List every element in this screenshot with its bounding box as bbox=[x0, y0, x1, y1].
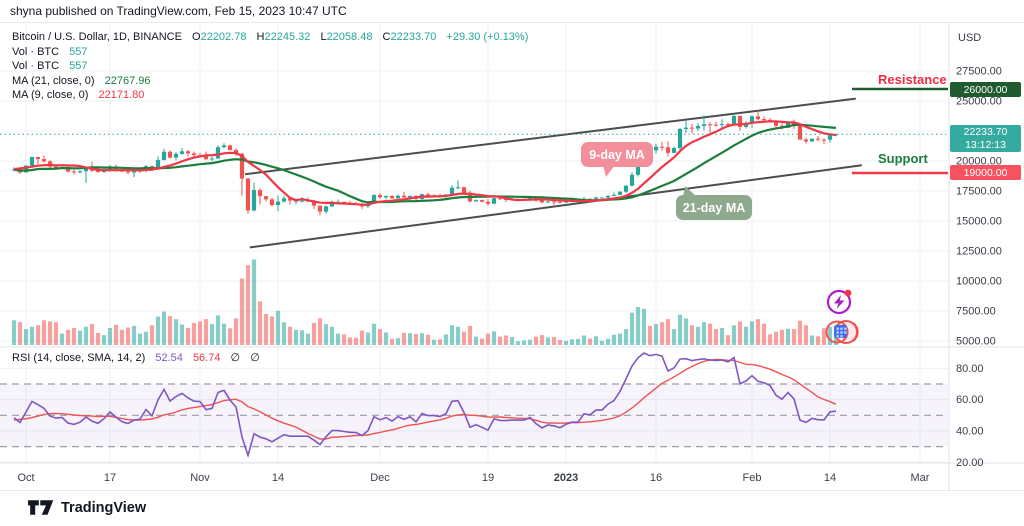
price-tick-label: 12500.00 bbox=[956, 246, 1002, 258]
ma9-label: MA (9, close, 0) bbox=[12, 89, 89, 101]
time-tick-label: Nov bbox=[190, 472, 210, 484]
ma-9-line[interactable] bbox=[13, 120, 837, 206]
price-tick-label: 20000.00 bbox=[956, 156, 1002, 168]
time-tick-label: Mar bbox=[911, 472, 930, 484]
ma21-label: MA (21, close, 0) bbox=[12, 74, 95, 87]
bar-countdown: 13:12:13 bbox=[965, 138, 1006, 151]
rsi-tick-label: 80.00 bbox=[956, 363, 984, 375]
symbol-row[interactable]: Bitcoin / U.S. Dollar, 1D, BINANCE O2220… bbox=[12, 30, 528, 45]
low-value: 22058.48 bbox=[326, 31, 373, 43]
close-value: 22233.70 bbox=[390, 31, 437, 43]
time-tick-label: 19 bbox=[482, 472, 494, 484]
support-price-badge: 19000.00 bbox=[950, 165, 1021, 180]
rsi-value: 52.54 bbox=[155, 352, 183, 364]
time-tick-label: Oct bbox=[17, 472, 34, 484]
time-tick-label: 16 bbox=[650, 472, 662, 484]
rsi-empty-symbol: ∅ bbox=[230, 352, 241, 364]
time-tick-label: 17 bbox=[104, 472, 116, 484]
resistance-label[interactable]: Resistance bbox=[878, 72, 947, 87]
rsi-tick-label: 60.00 bbox=[956, 394, 984, 406]
price-tick-label: 27500.00 bbox=[956, 66, 1002, 78]
channel-lower-line bbox=[249, 164, 862, 249]
high-label: H bbox=[256, 31, 265, 43]
attribution-text: shyna published on TradingView.com, Feb … bbox=[10, 4, 347, 18]
time-tick-label: 2023 bbox=[554, 472, 578, 484]
currency-label: USD bbox=[958, 32, 982, 44]
tradingview-logo-icon bbox=[28, 500, 54, 515]
volume-row-2[interactable]: Vol · BTC 557 bbox=[12, 59, 528, 74]
volume-label: Vol · BTC bbox=[12, 60, 60, 72]
rsi-ma-line[interactable] bbox=[13, 358, 837, 440]
ma21-value: 22767.96 bbox=[104, 74, 151, 87]
rsi-tick-label: 40.00 bbox=[956, 425, 984, 437]
ma9-row[interactable]: MA (9, close, 0) 22171.80 bbox=[12, 88, 528, 103]
ma21-callout[interactable]: 21-day MA bbox=[676, 186, 752, 220]
chart-stickers[interactable] bbox=[824, 288, 864, 346]
volume-row-1[interactable]: Vol · BTC 557 bbox=[12, 45, 528, 60]
price-tick-label: 25000.00 bbox=[956, 96, 1002, 108]
time-tick-label: 14 bbox=[272, 472, 284, 484]
open-label: O bbox=[192, 31, 201, 43]
volume-label: Vol · BTC bbox=[12, 45, 60, 58]
symbol-title: Bitcoin / U.S. Dollar, 1D, BINANCE bbox=[12, 31, 182, 43]
ma21-row[interactable]: MA (21, close, 0) 22767.96 bbox=[12, 74, 528, 89]
chart-stack-icon[interactable] bbox=[825, 320, 859, 344]
pane-separators bbox=[0, 22, 1024, 490]
ma-21-line[interactable] bbox=[13, 123, 837, 204]
time-tick-label: Dec bbox=[370, 472, 390, 484]
current-price-value: 22233.70 bbox=[963, 126, 1008, 138]
volume-value: 557 bbox=[69, 45, 88, 58]
channel-upper-line bbox=[244, 97, 856, 176]
change-value: +29.30 (+0.13%) bbox=[446, 31, 529, 43]
time-tick-label: Feb bbox=[743, 472, 762, 484]
lightning-icon[interactable] bbox=[826, 289, 852, 315]
support-label[interactable]: Support bbox=[878, 151, 928, 166]
trend-channel[interactable] bbox=[244, 97, 862, 249]
time-tick-label: 14 bbox=[824, 472, 836, 484]
rsi-tick-label: 20.00 bbox=[956, 457, 984, 469]
price-tick-label: 7500.00 bbox=[956, 306, 996, 318]
footer-divider bbox=[0, 490, 1024, 491]
rsi-legend[interactable]: RSI (14, close, SMA, 14, 2) 52.54 56.74 … bbox=[12, 351, 260, 364]
price-tick-label: 15000.00 bbox=[956, 216, 1002, 228]
low-label: L bbox=[320, 31, 327, 43]
rsi-empty-symbol: ∅ bbox=[250, 352, 260, 364]
price-tick-label: 17500.00 bbox=[956, 186, 1002, 198]
price-axis[interactable]: 27500.00 25000.00 20000.00 17500.00 15000.00… bbox=[956, 66, 1002, 469]
top-divider bbox=[0, 22, 1024, 23]
price-tick-label: 5000.00 bbox=[956, 336, 996, 348]
high-value: 22245.32 bbox=[264, 31, 311, 43]
rsi-line[interactable] bbox=[13, 352, 837, 459]
current-price-badge: 22233.70 13:12:13 bbox=[950, 125, 1021, 152]
time-axis[interactable]: Oct 17 Nov 14 Dec 19 2023 16 Feb 14 Mar bbox=[17, 472, 929, 484]
ma9-value: 22171.80 bbox=[98, 89, 145, 101]
main-legend[interactable]: Bitcoin / U.S. Dollar, 1D, BINANCE O2220… bbox=[12, 30, 528, 103]
open-value: 22202.78 bbox=[200, 31, 247, 43]
rsi-label: RSI (14, close, SMA, 14, 2) bbox=[12, 352, 146, 364]
volume-series bbox=[11, 259, 839, 345]
resistance-price-badge: 26000.00 bbox=[950, 82, 1021, 97]
ma9-callout[interactable]: 9-day MA bbox=[581, 142, 653, 177]
volume-value: 557 bbox=[69, 60, 88, 72]
price-tick-label: 10000.00 bbox=[956, 276, 1002, 288]
tradingview-logo[interactable]: TradingView bbox=[28, 499, 146, 516]
rsi-ma-value: 56.74 bbox=[192, 352, 221, 364]
tradingview-logo-text: TradingView bbox=[61, 499, 147, 516]
close-label: C bbox=[382, 31, 391, 43]
